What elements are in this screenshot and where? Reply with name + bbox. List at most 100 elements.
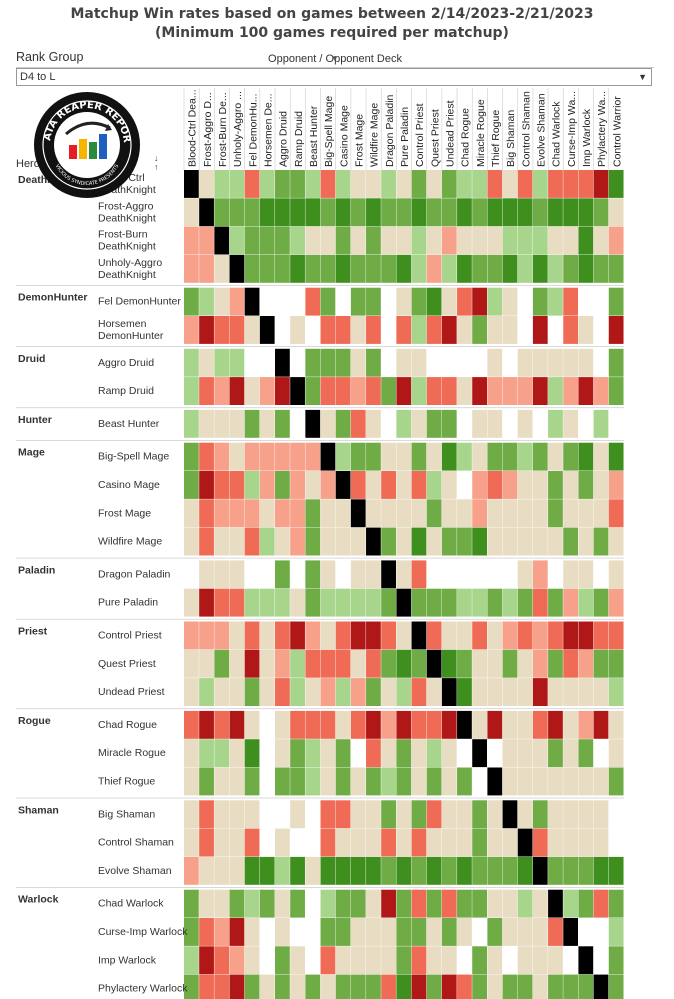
- column-label[interactable]: Phylactery Wa...: [596, 91, 608, 167]
- heatmap-cell[interactable]: [184, 889, 199, 918]
- heatmap-cell[interactable]: [593, 226, 609, 255]
- heatmap-cell[interactable]: [396, 254, 412, 283]
- heatmap-cell[interactable]: [305, 226, 321, 255]
- heatmap-cell[interactable]: [441, 254, 457, 283]
- heatmap-cell[interactable]: [381, 918, 396, 946]
- heatmap-cell[interactable]: [578, 254, 594, 283]
- heatmap-cell[interactable]: [563, 678, 579, 706]
- heatmap-cell[interactable]: [350, 739, 366, 768]
- heatmap-cell[interactable]: [214, 889, 230, 918]
- heatmap-cell[interactable]: [548, 974, 563, 999]
- heatmap-cell[interactable]: [396, 678, 412, 706]
- heatmap-cell[interactable]: [305, 767, 321, 796]
- heatmap-cell[interactable]: [411, 767, 427, 796]
- heatmap-cell[interactable]: [305, 499, 321, 528]
- heatmap-cell[interactable]: [411, 621, 427, 650]
- heatmap-cell[interactable]: [275, 170, 290, 198]
- heatmap-cell[interactable]: [381, 254, 396, 283]
- heatmap-cell[interactable]: [290, 442, 305, 471]
- heatmap-cell[interactable]: [366, 499, 381, 528]
- heatmap-cell[interactable]: [229, 767, 245, 796]
- heatmap-cell[interactable]: [593, 471, 609, 499]
- heatmap-cell[interactable]: [350, 316, 366, 344]
- row-label[interactable]: Evolve Shaman: [98, 865, 172, 877]
- heatmap-cell[interactable]: [381, 527, 396, 556]
- heatmap-cell[interactable]: [563, 649, 579, 678]
- heatmap-cell[interactable]: [259, 560, 275, 589]
- heatmap-cell[interactable]: [229, 198, 245, 227]
- heatmap-cell[interactable]: [502, 348, 518, 377]
- heatmap-cell[interactable]: [457, 828, 472, 857]
- heatmap-cell[interactable]: [350, 471, 366, 499]
- heatmap-cell[interactable]: [578, 678, 594, 706]
- heatmap-cell[interactable]: [366, 710, 381, 739]
- heatmap-cell[interactable]: [532, 287, 548, 316]
- heatmap-cell[interactable]: [563, 527, 579, 556]
- heatmap-cell[interactable]: [563, 316, 579, 344]
- heatmap-cell[interactable]: [608, 170, 624, 198]
- heatmap-cell[interactable]: [350, 828, 366, 857]
- heatmap-cell[interactable]: [396, 800, 412, 829]
- row-label[interactable]: Miracle Rogue: [98, 747, 166, 759]
- heatmap-cell[interactable]: [441, 377, 457, 405]
- heatmap-cell[interactable]: [320, 377, 336, 405]
- heatmap-cell[interactable]: [275, 946, 290, 975]
- heatmap-cell[interactable]: [275, 226, 290, 255]
- heatmap-cell[interactable]: [487, 649, 503, 678]
- heatmap-cell[interactable]: [320, 560, 336, 589]
- heatmap-cell[interactable]: [350, 499, 366, 528]
- column-label[interactable]: Curse-Imp Wa...: [566, 91, 578, 167]
- heatmap-cell[interactable]: [487, 471, 503, 499]
- heatmap-cell[interactable]: [411, 471, 427, 499]
- heatmap-cell[interactable]: [502, 377, 518, 405]
- heatmap-cell[interactable]: [593, 170, 609, 198]
- heatmap-cell[interactable]: [199, 588, 214, 617]
- heatmap-cell[interactable]: [320, 678, 336, 706]
- heatmap-cell[interactable]: [199, 974, 214, 999]
- heatmap-cell[interactable]: [335, 678, 351, 706]
- heatmap-cell[interactable]: [381, 678, 396, 706]
- column-label[interactable]: Wildfire Mage: [369, 103, 381, 167]
- heatmap-cell[interactable]: [548, 471, 563, 499]
- heatmap-cell[interactable]: [487, 560, 503, 589]
- heatmap-cell[interactable]: [578, 287, 594, 316]
- heatmap-cell[interactable]: [441, 767, 457, 796]
- heatmap-cell[interactable]: [275, 560, 290, 589]
- heatmap-cell[interactable]: [335, 560, 351, 589]
- heatmap-cell[interactable]: [548, 649, 563, 678]
- heatmap-cell[interactable]: [350, 800, 366, 829]
- heatmap-cell[interactable]: [275, 442, 290, 471]
- heatmap-cell[interactable]: [184, 170, 199, 198]
- heatmap-cell[interactable]: [608, 348, 624, 377]
- heatmap-cell[interactable]: [502, 767, 518, 796]
- heatmap-cell[interactable]: [259, 287, 275, 316]
- heatmap-cell[interactable]: [381, 767, 396, 796]
- heatmap-cell[interactable]: [426, 560, 442, 589]
- heatmap-cell[interactable]: [608, 710, 624, 739]
- heatmap-cell[interactable]: [487, 974, 503, 999]
- heatmap-cell[interactable]: [305, 442, 321, 471]
- heatmap-cell[interactable]: [381, 287, 396, 316]
- heatmap-cell[interactable]: [517, 527, 533, 556]
- heatmap-cell[interactable]: [366, 170, 381, 198]
- heatmap-cell[interactable]: [548, 254, 563, 283]
- heatmap-cell[interactable]: [578, 828, 594, 857]
- heatmap-cell[interactable]: [578, 621, 594, 650]
- heatmap-cell[interactable]: [593, 800, 609, 829]
- heatmap-cell[interactable]: [532, 800, 548, 829]
- heatmap-cell[interactable]: [487, 918, 503, 946]
- heatmap-cell[interactable]: [229, 409, 245, 438]
- heatmap-cell[interactable]: [244, 442, 260, 471]
- heatmap-cell[interactable]: [457, 226, 472, 255]
- heatmap-cell[interactable]: [517, 170, 533, 198]
- heatmap-cell[interactable]: [441, 974, 457, 999]
- heatmap-cell[interactable]: [396, 739, 412, 768]
- heatmap-cell[interactable]: [305, 800, 321, 829]
- heatmap-cell[interactable]: [350, 767, 366, 796]
- column-label[interactable]: Control Warrior: [611, 96, 623, 167]
- heatmap-cell[interactable]: [532, 739, 548, 768]
- heatmap-cell[interactable]: [199, 621, 214, 650]
- heatmap-cell[interactable]: [441, 170, 457, 198]
- heatmap-cell[interactable]: [229, 226, 245, 255]
- heatmap-cell[interactable]: [259, 678, 275, 706]
